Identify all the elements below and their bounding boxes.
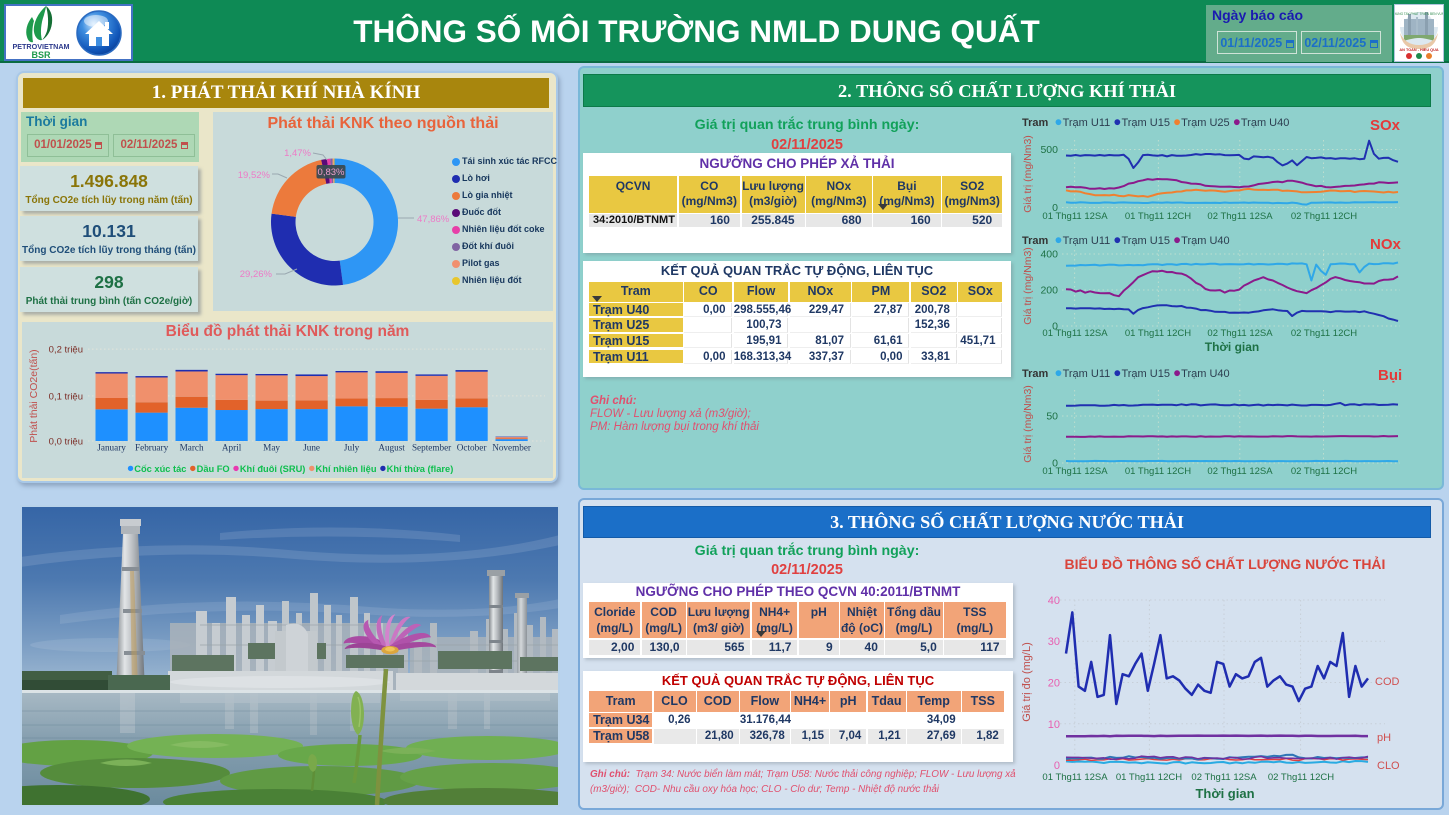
svg-text:September: September xyxy=(412,443,451,453)
svg-text:02 Thg11 12SA: 02 Thg11 12SA xyxy=(1207,328,1273,339)
svg-text:CHUNG TAY PHAT TRIEN BEN VUNG: CHUNG TAY PHAT TRIEN BEN VUNG xyxy=(1395,12,1443,16)
svg-text:0,1 triệu: 0,1 triệu xyxy=(49,391,83,402)
svg-text:10: 10 xyxy=(1048,719,1060,731)
svg-text:April: April xyxy=(222,443,242,453)
svg-text:Thời gian: Thời gian xyxy=(1195,786,1254,801)
svg-text:January: January xyxy=(97,443,126,453)
svg-text:200: 200 xyxy=(1040,285,1058,297)
svg-text:01 Thg11 12SA: 01 Thg11 12SA xyxy=(1042,211,1108,222)
svg-text:0,2 triệu: 0,2 triệu xyxy=(49,345,83,356)
svg-text:47,86%: 47,86% xyxy=(417,214,450,225)
svg-text:01 Thg11 12SA: 01 Thg11 12SA xyxy=(1042,466,1108,477)
svg-text:02 Thg11 12SA: 02 Thg11 12SA xyxy=(1191,772,1257,783)
svg-text:500: 500 xyxy=(1040,144,1058,156)
svg-text:20: 20 xyxy=(1048,678,1060,690)
svg-text:19,52%: 19,52% xyxy=(238,170,271,181)
svg-text:Thời gian: Thời gian xyxy=(1205,340,1260,354)
svg-text:August: August xyxy=(378,443,405,453)
svg-text:01 Thg11 12CH: 01 Thg11 12CH xyxy=(1125,211,1191,222)
svg-text:July: July xyxy=(344,443,360,453)
svg-text:30: 30 xyxy=(1048,636,1060,648)
svg-text:May: May xyxy=(263,443,280,453)
svg-text:0: 0 xyxy=(1052,458,1058,470)
svg-text:0: 0 xyxy=(1052,321,1058,333)
svg-text:0: 0 xyxy=(1052,202,1058,214)
svg-text:0,83%: 0,83% xyxy=(318,167,345,178)
svg-text:01 Thg11 12CH: 01 Thg11 12CH xyxy=(1116,772,1182,783)
svg-text:AN TOAN - HIEU QUA: AN TOAN - HIEU QUA xyxy=(1399,48,1438,52)
svg-text:BSR: BSR xyxy=(31,50,51,60)
svg-text:June: June xyxy=(303,443,320,453)
svg-text:March: March xyxy=(180,443,204,453)
svg-text:0: 0 xyxy=(1054,760,1060,772)
svg-text:01 Thg11 12CH: 01 Thg11 12CH xyxy=(1125,328,1191,339)
svg-text:40: 40 xyxy=(1048,595,1060,607)
svg-text:400: 400 xyxy=(1040,249,1058,261)
svg-text:1,47%: 1,47% xyxy=(284,148,311,159)
svg-text:02 Thg11 12CH: 02 Thg11 12CH xyxy=(1291,328,1357,339)
svg-text:01 Thg11 12CH: 01 Thg11 12CH xyxy=(1125,466,1191,477)
svg-text:50: 50 xyxy=(1046,411,1058,423)
svg-text:02 Thg11 12CH: 02 Thg11 12CH xyxy=(1291,211,1357,222)
svg-text:02 Thg11 12SA: 02 Thg11 12SA xyxy=(1207,211,1273,222)
svg-text:PETROVIETNAM: PETROVIETNAM xyxy=(12,42,69,51)
svg-text:01 Thg11 12SA: 01 Thg11 12SA xyxy=(1042,772,1108,783)
svg-text:02 Thg11 12CH: 02 Thg11 12CH xyxy=(1291,466,1357,477)
svg-text:02 Thg11 12SA: 02 Thg11 12SA xyxy=(1207,466,1273,477)
svg-text:01 Thg11 12SA: 01 Thg11 12SA xyxy=(1042,328,1108,339)
svg-text:November: November xyxy=(492,443,531,453)
svg-text:02 Thg11 12CH: 02 Thg11 12CH xyxy=(1268,772,1334,783)
svg-text:0,0 triệu: 0,0 triệu xyxy=(49,437,83,448)
svg-text:29,26%: 29,26% xyxy=(240,269,273,280)
svg-text:October: October xyxy=(457,443,487,453)
svg-text:February: February xyxy=(135,443,169,453)
